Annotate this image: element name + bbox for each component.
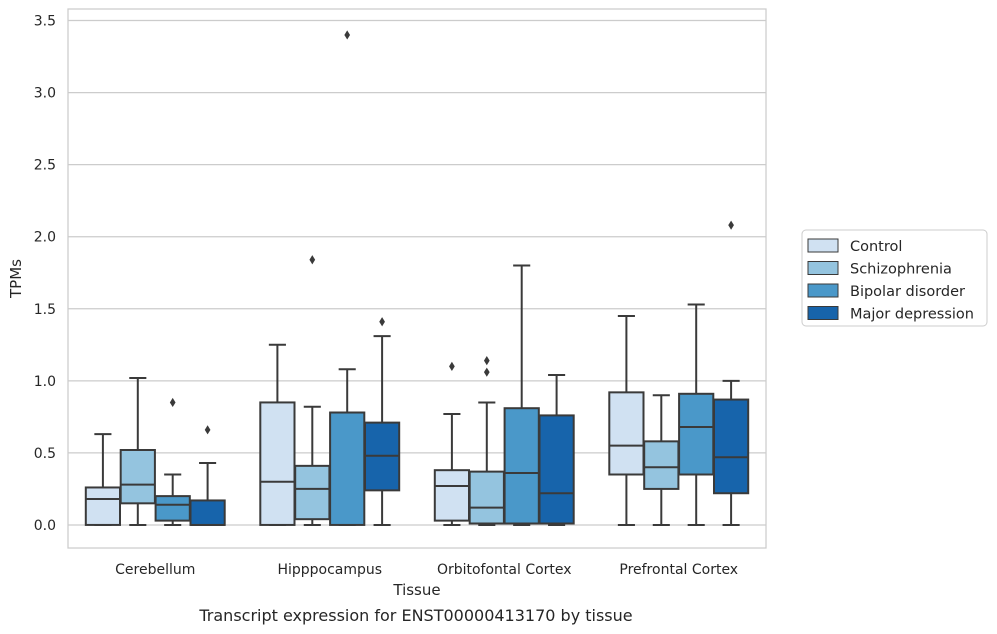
outlier-point xyxy=(169,397,176,408)
box-iqr xyxy=(119,449,156,505)
box-1-2 xyxy=(329,30,366,526)
box-0-2 xyxy=(154,397,191,526)
box-0-1 xyxy=(119,376,156,526)
box-3-1 xyxy=(643,394,680,526)
legend: Control Schizophrenia Bipolar disorder Majo… xyxy=(801,229,988,327)
y-axis-ticks: 0.0 0.5 1.0 1.5 2.0 2.5 3.0 3.5 xyxy=(34,14,56,534)
legend-frame xyxy=(801,229,988,327)
legend-swatch xyxy=(807,261,839,275)
y-tick-label: 2.0 xyxy=(34,230,56,246)
box-iqr xyxy=(154,495,191,522)
plot-frame xyxy=(67,8,767,549)
y-tick-label: 1.5 xyxy=(34,302,56,318)
box-iqr xyxy=(678,392,715,476)
box-0-3 xyxy=(189,425,226,526)
box-1-3 xyxy=(363,317,401,526)
box-iqr xyxy=(608,391,645,476)
box-plot-marks xyxy=(84,30,750,526)
box-iqr xyxy=(468,470,505,525)
box-1-0 xyxy=(259,343,296,526)
box-1-1 xyxy=(294,255,331,526)
outlier-point xyxy=(204,425,211,435)
box-iqr xyxy=(643,440,680,490)
x-tick-label: Cerebellum xyxy=(115,562,195,578)
y-tick-label: 3.5 xyxy=(34,14,56,30)
legend-swatch xyxy=(807,306,839,320)
grid-lines xyxy=(68,19,766,526)
box-2-1 xyxy=(468,356,505,526)
y-tick-label: 3.0 xyxy=(34,86,56,102)
x-tick-label: Orbitofontal Cortex xyxy=(437,562,572,578)
box-2-3 xyxy=(538,374,575,526)
outlier-point xyxy=(728,220,734,230)
box-iqr xyxy=(433,469,471,522)
legend-label: Major depression xyxy=(850,307,974,323)
legend-label: Control xyxy=(850,239,902,255)
y-tick-label: 0.0 xyxy=(34,518,56,534)
box-2-2 xyxy=(503,264,540,526)
box-3-2 xyxy=(678,303,715,526)
outlier-point xyxy=(483,356,490,366)
box-iqr xyxy=(259,401,296,526)
box-iqr xyxy=(189,499,226,526)
box-3-3 xyxy=(712,220,750,526)
y-tick-label: 0.5 xyxy=(34,446,56,462)
outlier-point xyxy=(483,367,490,377)
outlier-point xyxy=(379,317,385,327)
box-iqr xyxy=(84,486,122,526)
x-tick-label: Prefrontal Cortex xyxy=(619,562,738,578)
box-3-0 xyxy=(608,314,645,526)
y-tick-label: 2.5 xyxy=(34,158,56,174)
box-iqr xyxy=(503,407,540,525)
legend-label: Bipolar disorder xyxy=(850,284,965,300)
x-axis-label: Tissue xyxy=(392,581,440,599)
y-tick-label: 1.0 xyxy=(34,374,56,390)
box-2-0 xyxy=(433,361,471,526)
box-iqr xyxy=(712,398,750,495)
figure-caption: Transcript expression for ENST0000041317… xyxy=(199,606,633,625)
box-iqr xyxy=(329,411,366,526)
box-iqr xyxy=(294,464,331,521)
outlier-point xyxy=(344,30,351,40)
x-axis-ticks: Cerebellum Hipppocampus Orbitofontal Corte… xyxy=(115,562,738,578)
legend-label: Schizophrenia xyxy=(850,262,952,278)
box-iqr xyxy=(538,414,575,525)
box-0-0 xyxy=(84,433,122,526)
legend-swatch xyxy=(807,283,839,298)
outlier-point xyxy=(309,255,316,265)
x-tick-label: Hipppocampus xyxy=(277,562,382,578)
y-axis-label: TPMs xyxy=(7,259,25,299)
legend-swatch xyxy=(807,238,839,253)
outlier-point xyxy=(449,361,455,372)
